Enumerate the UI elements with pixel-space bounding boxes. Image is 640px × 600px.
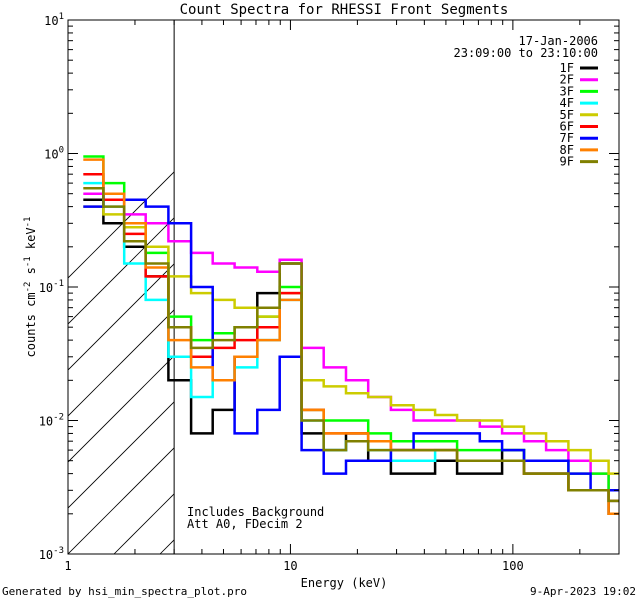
y-tick-label: 100 <box>44 146 64 162</box>
y-label-s: s <box>24 267 38 281</box>
y-axis-label: counts cm-2 s-1 keV-1 <box>23 217 38 358</box>
series-line-9F <box>83 186 619 503</box>
y-label-kev: keV <box>24 227 38 256</box>
legend-label-3F: 3F <box>560 84 574 98</box>
y-tick-label: 101 <box>44 12 64 28</box>
legend-label-6F: 6F <box>560 120 574 134</box>
y-tick-base: 10 <box>39 415 53 429</box>
axis-ticks <box>67 20 620 555</box>
y-tick-exponent: 1 <box>59 12 64 22</box>
hatch-line <box>68 401 175 509</box>
y-tick-label: 10-1 <box>39 279 64 295</box>
y-tick-exponent: -2 <box>53 413 64 423</box>
y-label-exp1: -2 <box>23 282 33 293</box>
y-label-counts: counts cm <box>24 292 38 357</box>
y-tick-base: 10 <box>39 281 53 295</box>
chart-title: Count Spectra for RHESSI Front Segments <box>180 2 509 18</box>
y-label-exp3: -1 <box>23 217 33 228</box>
annotation-background: Includes Background <box>187 505 324 519</box>
x-tick-label: 10 <box>283 559 297 573</box>
legend-label-5F: 5F <box>560 108 574 122</box>
series-layer <box>83 155 619 516</box>
date-label: 17-Jan-2006 <box>519 34 598 48</box>
y-tick-base: 10 <box>44 148 58 162</box>
y-tick-exponent: -3 <box>53 546 64 556</box>
legend-label-7F: 7F <box>560 131 574 145</box>
hatch-line <box>68 263 175 371</box>
legend-label-8F: 8F <box>560 143 574 157</box>
series-line-7F <box>83 192 619 492</box>
y-label-exp2: -1 <box>23 256 33 267</box>
legend-label-9F: 9F <box>560 155 574 169</box>
footer-generator: Generated by hsi_min_spectra_plot.pro <box>2 585 247 598</box>
x-tick-label: 100 <box>502 559 524 573</box>
y-tick-base: 10 <box>39 548 53 562</box>
y-tick-exponent: -1 <box>53 279 64 289</box>
x-axis-label: Energy (keV) <box>301 576 388 590</box>
hatch-lines <box>68 171 175 554</box>
y-tick-base: 10 <box>44 14 58 28</box>
hatched-region <box>68 20 175 554</box>
annotation-attenuator: Att A0, FDecim 2 <box>187 517 303 531</box>
x-tick-label: 1 <box>64 559 71 573</box>
y-tick-exponent: 0 <box>59 146 64 156</box>
y-tick-label: 10-2 <box>39 413 64 429</box>
time-range-label: 23:09:00 to 23:10:00 <box>454 46 599 60</box>
legend-label-4F: 4F <box>560 96 574 110</box>
legend-label-1F: 1F <box>560 61 574 75</box>
footer-timestamp: 9-Apr-2023 19:02 <box>530 585 636 598</box>
series-line-2F <box>83 192 619 492</box>
hatch-line <box>68 217 175 325</box>
legend-label-2F: 2F <box>560 73 574 87</box>
y-tick-label: 10-3 <box>39 546 64 562</box>
x-tick-labels: 1 10 100 <box>64 559 523 573</box>
hatch-line <box>68 447 175 554</box>
